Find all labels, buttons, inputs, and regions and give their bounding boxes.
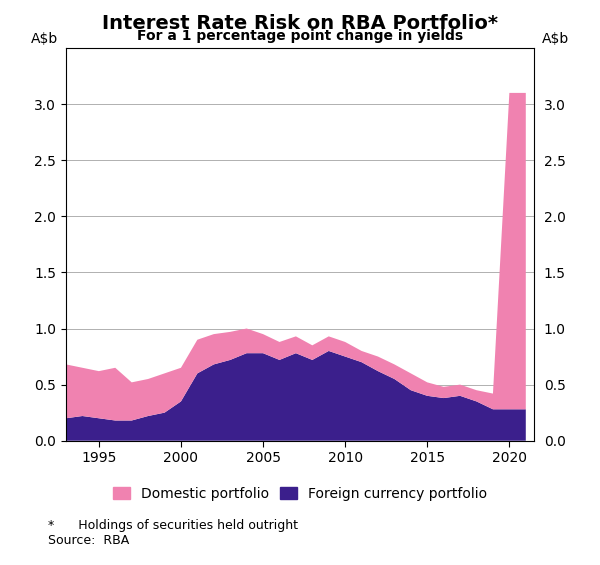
Text: A$b: A$b <box>31 32 58 46</box>
Text: Interest Rate Risk on RBA Portfolio*: Interest Rate Risk on RBA Portfolio* <box>102 14 498 33</box>
Legend: Domestic portfolio, Foreign currency portfolio: Domestic portfolio, Foreign currency por… <box>107 481 493 506</box>
Text: For a 1 percentage point change in yields: For a 1 percentage point change in yield… <box>137 29 463 44</box>
Text: Source:  RBA: Source: RBA <box>48 534 129 547</box>
Text: *      Holdings of securities held outright: * Holdings of securities held outright <box>48 519 298 532</box>
Text: A$b: A$b <box>542 32 569 46</box>
